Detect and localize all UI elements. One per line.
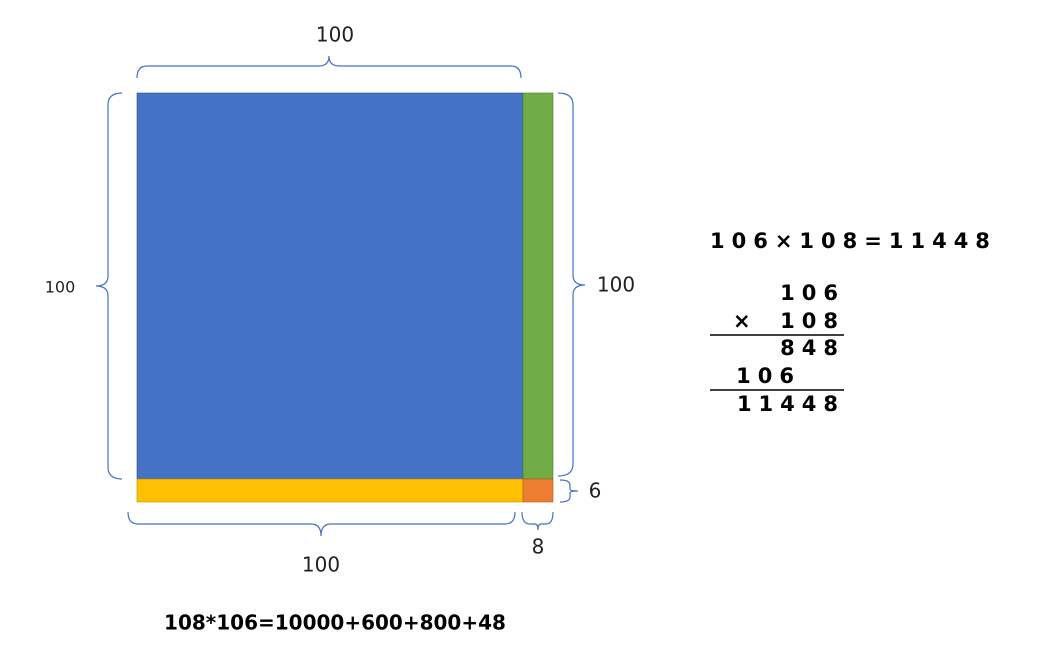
label-right: 100 (597, 273, 635, 297)
brace-bottom (127, 511, 516, 537)
blue-square (136, 92, 524, 480)
green-strip (522, 92, 554, 480)
equation: 108*106=10000+600+800+48 (164, 611, 506, 635)
brace-six (559, 479, 579, 503)
brace-left (95, 92, 123, 480)
partial-1: 848 (780, 336, 845, 360)
brace-right (557, 92, 586, 477)
label-left: 100 (45, 278, 76, 297)
multiplicand: 106 (780, 281, 845, 305)
operator: × (733, 309, 758, 333)
multiplier: 108 (780, 309, 845, 333)
brace-top (136, 55, 522, 79)
label-six: 6 (589, 479, 602, 503)
label-eight: 8 (532, 535, 545, 559)
orange-corner (522, 478, 554, 503)
yellow-strip (136, 478, 524, 503)
partial-2: 106 (736, 364, 801, 388)
label-bottom: 100 (302, 553, 340, 577)
product: 106×108=11448 (710, 229, 997, 253)
label-top: 100 (316, 23, 354, 47)
result: 11448 (737, 392, 845, 416)
brace-eight (521, 511, 554, 531)
